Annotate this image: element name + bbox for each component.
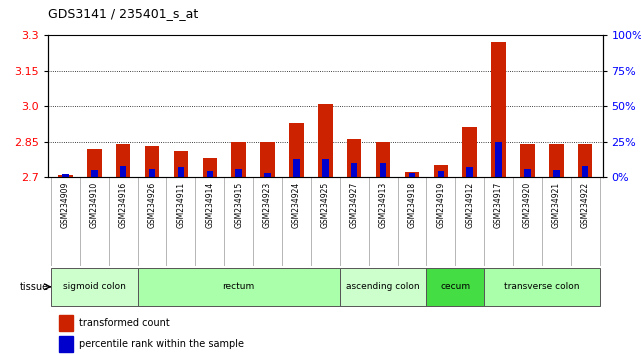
- Bar: [426, 268, 484, 306]
- Bar: [62, 174, 69, 177]
- Text: GSM234925: GSM234925: [320, 181, 330, 228]
- Bar: [380, 163, 387, 177]
- Text: tissue: tissue: [19, 282, 49, 292]
- Text: percentile rank within the sample: percentile rank within the sample: [79, 339, 244, 349]
- Bar: [178, 167, 184, 177]
- Text: GSM234916: GSM234916: [119, 181, 128, 228]
- Bar: [87, 149, 101, 177]
- Text: GSM234912: GSM234912: [465, 181, 474, 228]
- Bar: [322, 159, 329, 177]
- Bar: [203, 158, 217, 177]
- Bar: [116, 144, 130, 177]
- Text: GSM234909: GSM234909: [61, 181, 70, 228]
- Bar: [492, 42, 506, 177]
- Text: GSM234919: GSM234919: [437, 181, 445, 228]
- Text: GSM234914: GSM234914: [205, 181, 214, 228]
- Bar: [264, 173, 271, 177]
- Text: GSM234913: GSM234913: [379, 181, 388, 228]
- Text: sigmoid colon: sigmoid colon: [63, 282, 126, 291]
- Text: transverse colon: transverse colon: [504, 282, 579, 291]
- Bar: [58, 175, 72, 177]
- Text: GSM234923: GSM234923: [263, 181, 272, 228]
- Bar: [340, 268, 426, 306]
- Bar: [174, 151, 188, 177]
- Text: GSM234915: GSM234915: [234, 181, 243, 228]
- Text: GSM234921: GSM234921: [552, 181, 561, 228]
- Bar: [51, 268, 138, 306]
- Text: rectum: rectum: [222, 282, 254, 291]
- Bar: [138, 268, 340, 306]
- Bar: [231, 142, 246, 177]
- Bar: [578, 144, 592, 177]
- Text: GSM234917: GSM234917: [494, 181, 503, 228]
- Bar: [149, 169, 155, 177]
- Bar: [462, 127, 477, 177]
- Bar: [520, 144, 535, 177]
- Text: GDS3141 / 235401_s_at: GDS3141 / 235401_s_at: [48, 7, 198, 20]
- Text: cecum: cecum: [440, 282, 470, 291]
- Text: GSM234927: GSM234927: [350, 181, 359, 228]
- Bar: [553, 170, 560, 177]
- Text: GSM234911: GSM234911: [176, 181, 185, 228]
- Bar: [484, 268, 599, 306]
- Bar: [351, 163, 358, 177]
- Bar: [549, 144, 563, 177]
- Text: GSM234920: GSM234920: [523, 181, 532, 228]
- Text: GSM234918: GSM234918: [408, 181, 417, 228]
- Bar: [524, 169, 531, 177]
- Bar: [91, 170, 97, 177]
- Bar: [495, 142, 502, 177]
- Text: GSM234926: GSM234926: [147, 181, 156, 228]
- Bar: [145, 146, 159, 177]
- Bar: [433, 165, 448, 177]
- Bar: [59, 336, 73, 352]
- Bar: [206, 171, 213, 177]
- Bar: [293, 159, 300, 177]
- Text: transformed count: transformed count: [79, 318, 169, 328]
- Text: GSM234922: GSM234922: [581, 181, 590, 228]
- Bar: [318, 104, 333, 177]
- Bar: [59, 315, 73, 331]
- Bar: [438, 171, 444, 177]
- Bar: [404, 172, 419, 177]
- Bar: [289, 123, 304, 177]
- Bar: [235, 169, 242, 177]
- Text: ascending colon: ascending colon: [346, 282, 420, 291]
- Text: GSM234924: GSM234924: [292, 181, 301, 228]
- Bar: [467, 167, 473, 177]
- Bar: [376, 142, 390, 177]
- Bar: [409, 173, 415, 177]
- Bar: [260, 142, 275, 177]
- Bar: [582, 166, 588, 177]
- Bar: [347, 139, 362, 177]
- Bar: [120, 166, 126, 177]
- Text: GSM234910: GSM234910: [90, 181, 99, 228]
